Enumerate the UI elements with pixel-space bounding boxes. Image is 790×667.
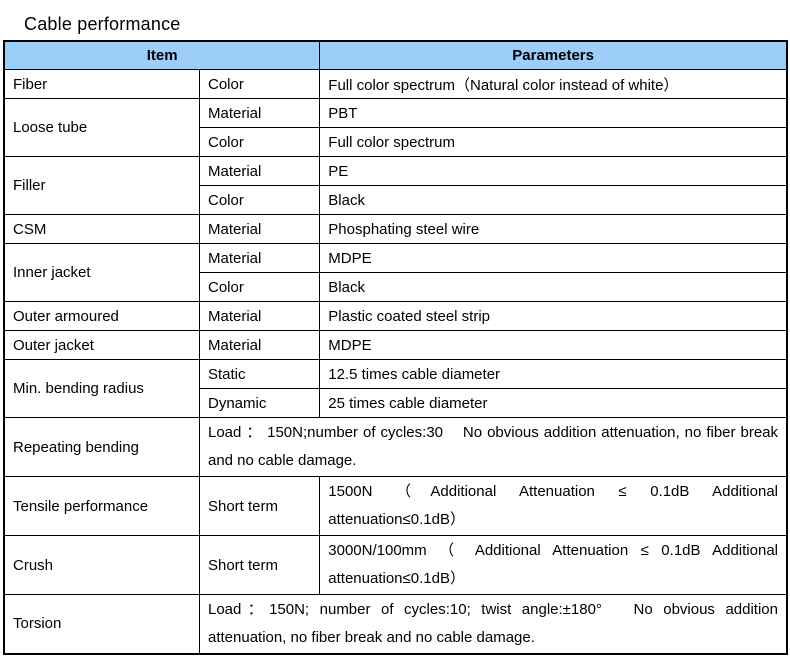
table-header-row: Item Parameters [3,40,788,70]
table-row: Filler Material PE [3,156,788,215]
sub-item-cell: Material [198,301,321,331]
param-cell: Plastic coated steel strip [319,301,788,331]
table-row: Dynamic 25 times cable diameter [4,388,788,418]
table-row: Torsion Load：150N; number of cycles:10; … [3,594,788,654]
item-cell: CSM [3,214,200,244]
param-cell: MDPE [319,243,788,273]
param-cell: Black [319,185,788,215]
table-row: Color Full color spectrum [4,127,788,157]
param-cell: Phosphating steel wire [319,214,788,244]
sub-item-cell: Color [198,69,321,99]
sub-item-cell: Short term [198,476,321,536]
sub-item-cell: Material [198,156,321,186]
sub-item-cell: Material [198,330,321,360]
cable-performance-table: Item Parameters Fiber Color Full color s… [3,40,788,655]
table-row: Crush Short term 3000N/100mm （ Additiona… [3,535,788,595]
item-cell: Crush [3,535,200,595]
item-cell: Repeating bending [3,417,200,477]
item-cell: Loose tube [3,98,200,157]
table-row: CSM Material Phosphating steel wire [3,214,788,244]
param-cell: PBT [319,98,788,128]
sub-item-cell: Material [198,214,321,244]
sub-item-cell: Material [198,243,321,273]
sub-item-cell: Color [198,127,321,157]
item-cell: Filler [3,156,200,215]
sub-item-cell: Color [198,272,321,302]
param-cell: Full color spectrum [319,127,788,157]
sub-item-cell: Color [198,185,321,215]
param-cell: 25 times cable diameter [319,388,788,418]
sub-item-cell: Dynamic [198,388,321,418]
param-cell: 12.5 times cable diameter [319,359,788,389]
table-row: Inner jacket Material MDPE [3,243,788,302]
param-cell: Black [319,272,788,302]
sub-item-cell: Static [198,359,321,389]
page-title: Cable performance [24,14,181,34]
param-cell: MDPE [319,330,788,360]
table-row: Color Black [4,272,788,302]
table-row: Outer armoured Material Plastic coated s… [3,301,788,331]
item-cell: Min. bending radius [3,359,200,418]
table-row: Outer jacket Material MDPE [3,330,788,360]
param-cell: PE [319,156,788,186]
item-cell: Outer jacket [3,330,200,360]
item-cell: Fiber [3,69,200,99]
param-cell: 3000N/100mm （ Additional Attenuation ≤ 0… [319,535,788,595]
item-cell: Outer armoured [3,301,200,331]
table-row: Color Black [4,185,788,215]
param-cell: 1500N （Additional Attenuation ≤ 0.1dB Ad… [319,476,788,536]
table-row: Fiber Color Full color spectrum（Natural … [3,69,788,99]
item-cell: Torsion [3,594,200,654]
header-item: Item [3,40,321,70]
header-parameters: Parameters [319,40,788,70]
table-row: Repeating bending Load ： 150N;number of … [3,417,788,477]
sub-item-cell: Material [198,98,321,128]
table-row: Tensile performance Short term 1500N （Ad… [3,476,788,536]
param-cell: Load ： 150N;number of cycles:30 No obvio… [198,417,788,477]
item-cell: Tensile performance [3,476,200,536]
param-cell: Full color spectrum（Natural color instea… [319,69,788,99]
table-row: Min. bending radius Static 12.5 times ca… [3,359,788,418]
param-cell: Load：150N; number of cycles:10; twist an… [198,594,788,654]
item-cell: Inner jacket [3,243,200,302]
sub-item-cell: Short term [198,535,321,595]
table-row: Loose tube Material PBT [3,98,788,157]
